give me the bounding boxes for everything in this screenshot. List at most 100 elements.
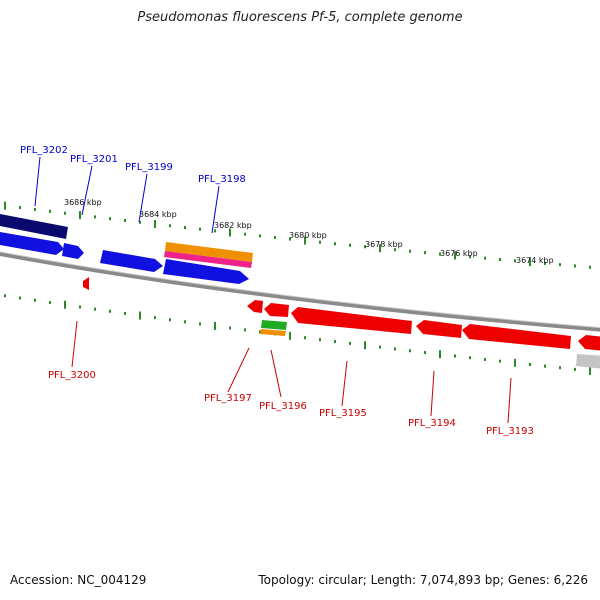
leader-pfl3200	[71, 320, 78, 368]
feature-next-arrow[interactable]	[578, 335, 600, 351]
leader-pfl3202	[34, 156, 41, 207]
gene-label-pfl3200[interactable]: PFL_3200	[48, 370, 96, 381]
leader-pfl3193	[507, 377, 512, 424]
outer-ring-minor-tick	[139, 220, 141, 224]
inner-ring-minor-tick	[469, 356, 471, 360]
outer-ring-minor-tick	[109, 217, 111, 221]
outer-ring-minor-tick	[514, 259, 516, 263]
inner-ring-minor-tick	[304, 336, 306, 340]
inner-ring-minor-tick	[199, 322, 201, 326]
outer-ring-minor-tick	[364, 245, 366, 249]
gene-label-pfl3196[interactable]: PFL_3196	[259, 401, 307, 412]
feature-pfl3198-pink-bar[interactable]	[164, 251, 252, 268]
gene-label-pfl3199[interactable]: PFL_3199	[125, 162, 173, 173]
leader-pfl3195	[341, 360, 348, 407]
feature-pfl3201-arrow[interactable]	[62, 243, 84, 259]
inner-ring-minor-tick	[529, 363, 531, 367]
outer-ring-minor-tick	[409, 249, 411, 253]
inner-ring-minor-tick	[109, 309, 111, 313]
outer-ring-minor-tick	[124, 219, 126, 222]
inner-ring-minor-tick	[484, 357, 486, 361]
outer-ring-major-tick	[454, 251, 456, 260]
tick-label-3676: 3676 kbp	[440, 249, 478, 258]
inner-ring-minor-tick	[169, 318, 171, 322]
outer-ring-minor-tick	[34, 207, 36, 211]
outer-ring-minor-tick	[349, 243, 351, 247]
inner-ring-major-tick	[214, 321, 216, 330]
outer-ring-minor-tick	[94, 215, 96, 219]
inner-tick-ring	[4, 294, 591, 375]
feature-grey-bar[interactable]	[576, 354, 600, 369]
leader-pfl3197	[227, 347, 250, 393]
inner-ring-minor-tick	[379, 345, 381, 349]
tick-label-3684: 3684 kbp	[139, 210, 177, 219]
inner-ring-minor-tick	[244, 328, 246, 332]
outer-ring-minor-tick	[169, 224, 171, 228]
feature-pfl3197-arrow[interactable]	[247, 300, 263, 313]
outer-ring-minor-tick	[199, 227, 201, 231]
inner-ring-minor-tick	[559, 366, 561, 370]
gene-label-pfl3201[interactable]: PFL_3201	[70, 154, 118, 165]
outer-ring-minor-tick	[244, 232, 246, 236]
feature-pfl3202-arrow[interactable]	[0, 232, 64, 255]
feature-pfl3196-green-bar[interactable]	[261, 320, 287, 330]
tick-label-3682: 3682 kbp	[214, 221, 252, 230]
inner-ring-major-tick	[439, 350, 441, 359]
outer-ring-major-tick	[79, 211, 81, 220]
inner-ring-minor-tick	[49, 301, 51, 305]
inner-ring-minor-tick	[94, 307, 96, 311]
outer-ring-major-tick	[379, 244, 381, 253]
leader-pfl3198	[211, 185, 220, 234]
outer-ring-minor-tick	[274, 235, 276, 239]
genome-backbone	[0, 251, 600, 332]
feature-pfl3199-arrow[interactable]	[100, 250, 163, 272]
inner-ring-minor-tick	[229, 326, 231, 330]
outer-ring-minor-tick	[484, 256, 486, 260]
feature-pfl3200-arrow[interactable]	[83, 277, 89, 290]
gene-label-pfl3202[interactable]: PFL_3202	[20, 145, 68, 156]
inner-ring-minor-tick	[184, 320, 186, 324]
inner-ring-minor-tick	[499, 359, 501, 363]
genome-backbone-highlight	[0, 251, 600, 329]
inner-ring-minor-tick	[574, 367, 576, 371]
outer-ring-minor-tick	[439, 252, 441, 256]
gene-label-pfl3197[interactable]: PFL_3197	[204, 393, 252, 404]
outer-ring-major-tick	[229, 228, 231, 237]
feature-pfl3198-arrow[interactable]	[163, 259, 249, 284]
outer-ring-minor-tick	[214, 229, 216, 233]
feature-pfl3202-bar[interactable]	[0, 214, 68, 239]
gene-label-pfl3193[interactable]: PFL_3193	[486, 426, 534, 437]
map-title: Pseudomonas fluorescens Pf-5, complete g…	[137, 10, 463, 25]
outer-ring-minor-tick	[184, 225, 186, 229]
feature-pfl3196-orange-bar[interactable]	[260, 329, 286, 336]
feature-pfl3195-arrow[interactable]	[291, 307, 412, 334]
tick-label-3686: 3686 kbp	[64, 198, 102, 207]
feature-pfl3198-orange-bar[interactable]	[165, 242, 253, 262]
gene-label-pfl3198[interactable]: PFL_3198	[198, 174, 246, 185]
outer-ring-minor-tick	[259, 234, 261, 238]
outer-ring-major-tick	[4, 201, 6, 210]
outer-ring-major-tick	[304, 236, 306, 245]
feature-pfl3193-arrow[interactable]	[462, 324, 571, 349]
inner-ring-minor-tick	[34, 298, 36, 302]
outer-ring-minor-tick	[424, 251, 426, 255]
inner-ring-minor-tick	[454, 354, 456, 358]
outer-ring-minor-tick	[394, 248, 396, 252]
tick-label-3680: 3680 kbp	[289, 231, 327, 240]
inner-ring-minor-tick	[154, 316, 156, 320]
gene-label-pfl3194[interactable]: PFL_3194	[408, 418, 456, 429]
outer-ring-minor-tick	[469, 255, 471, 259]
gene-label-pfl3195[interactable]: PFL_3195	[319, 408, 367, 419]
outer-ring-major-tick	[154, 220, 156, 229]
outer-ring-minor-tick	[334, 242, 336, 246]
accession-text: Accession: NC_004129	[10, 573, 147, 587]
inner-ring-major-tick	[289, 331, 291, 340]
leader-pfl3199	[138, 173, 148, 223]
feature-pfl3196-arrow[interactable]	[264, 303, 289, 317]
inner-ring-minor-tick	[349, 341, 351, 345]
feature-pfl3194-arrow[interactable]	[416, 320, 462, 338]
inner-ring-minor-tick	[409, 349, 411, 353]
inner-ring-minor-tick	[259, 330, 261, 334]
inner-ring-minor-tick	[394, 347, 396, 351]
